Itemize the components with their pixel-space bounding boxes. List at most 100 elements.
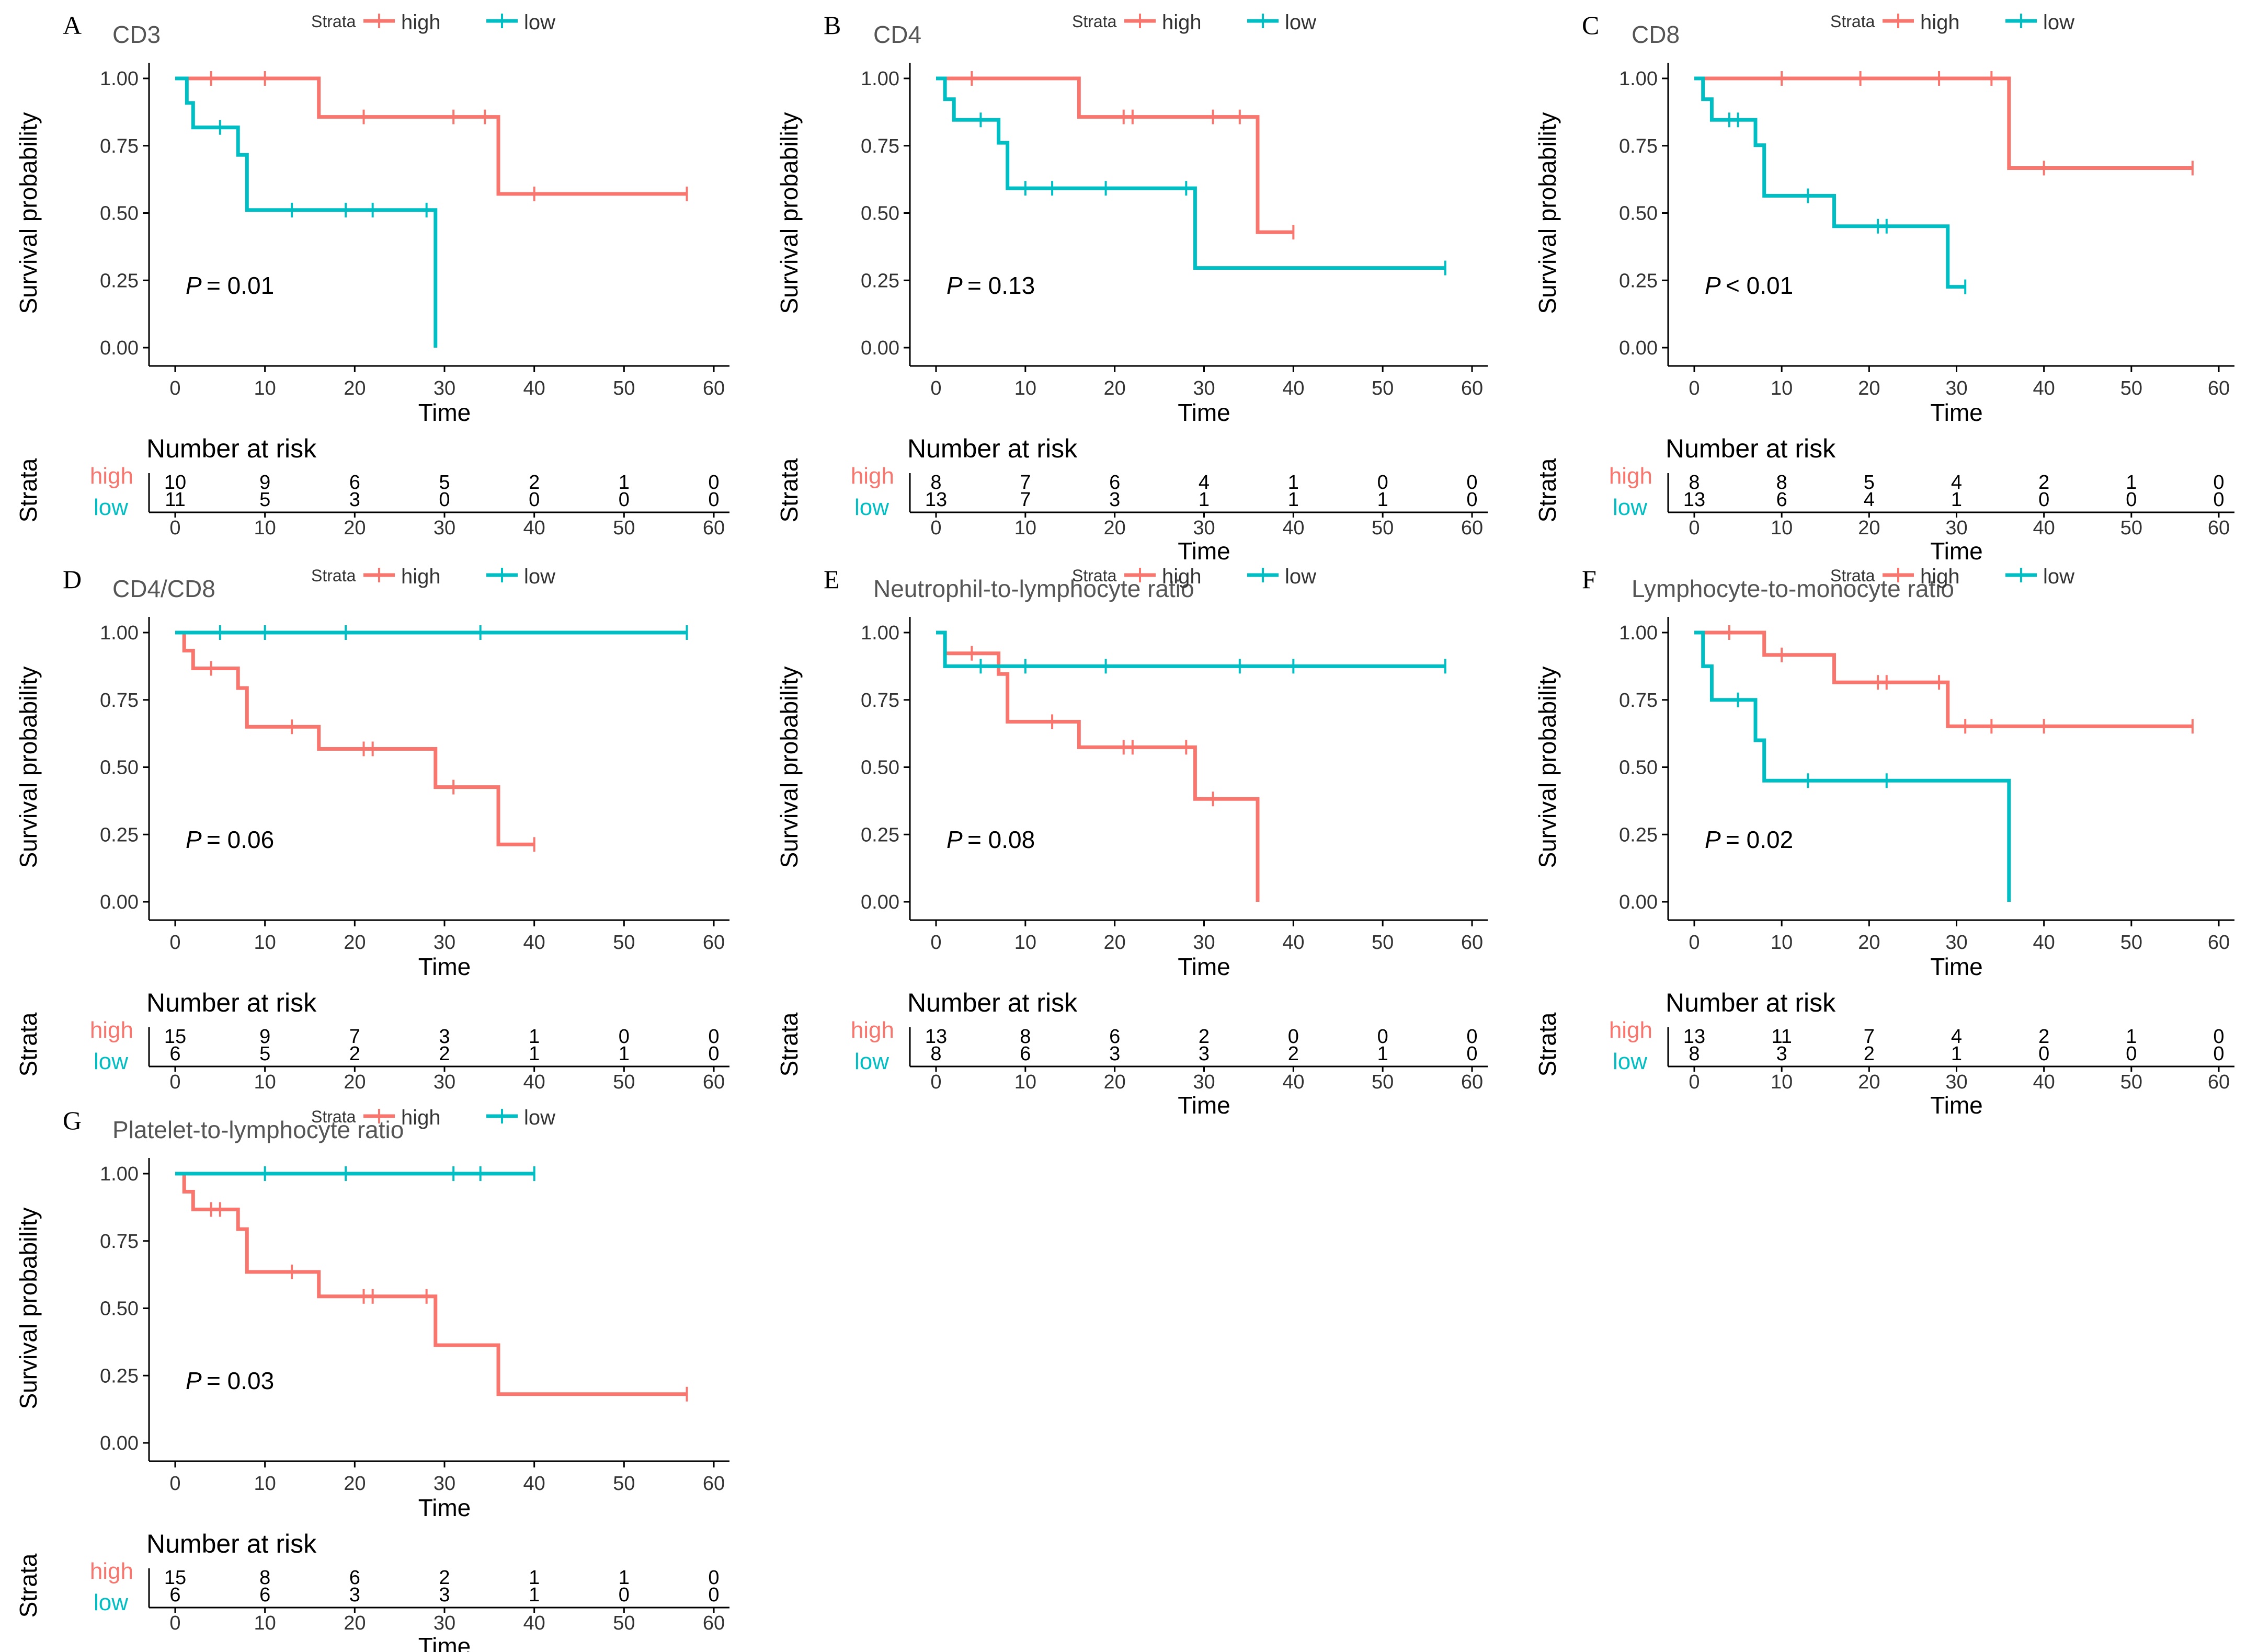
- risk-count-high: 0: [708, 472, 719, 494]
- x-axis-title: Time: [1178, 399, 1230, 426]
- legend: Strata high low: [311, 11, 555, 34]
- x-tick-label: 40: [523, 932, 545, 954]
- risk-x-tick-label: 40: [2033, 517, 2055, 539]
- y-axis-title: Survival probability: [776, 112, 803, 314]
- x-tick-label: 30: [1193, 377, 1215, 399]
- risk-count-high: 8: [1689, 472, 1700, 494]
- x-tick-label: 10: [254, 932, 276, 954]
- risk-x-tick-label: 60: [2208, 517, 2230, 539]
- risk-count-low: 3: [1109, 489, 1120, 511]
- risk-count-high: 4: [1199, 472, 1210, 494]
- legend-title: Strata: [311, 566, 356, 585]
- legend: Strata high low: [311, 565, 555, 588]
- panel-title: CD4/CD8: [112, 575, 215, 602]
- p-value-label: P: [186, 826, 202, 853]
- x-tick-label: 40: [2033, 377, 2055, 399]
- risk-count-high: 8: [930, 472, 941, 494]
- risk-count-high: 0: [1377, 1026, 1388, 1048]
- risk-strata-label: Strata: [1534, 458, 1561, 522]
- risk-label-high: high: [851, 463, 894, 489]
- x-tick-label: 30: [434, 1473, 455, 1495]
- legend-high-label: high: [1162, 565, 1202, 588]
- risk-count-low: 1: [1951, 1043, 1962, 1065]
- legend: Strata high low: [1830, 565, 2074, 588]
- risk-x-tick-label: 10: [1771, 517, 1793, 539]
- p-value-label: P: [186, 1367, 202, 1394]
- risk-count-low: 0: [2213, 489, 2224, 511]
- y-axis-title: Survival probability: [15, 666, 42, 868]
- risk-count-low: 0: [708, 489, 719, 511]
- y-tick-label: 0.25: [1619, 270, 1658, 292]
- legend: Strata high low: [1072, 565, 1316, 588]
- y-tick-label: 1.00: [1619, 622, 1658, 644]
- risk-x-tick-label: 60: [2208, 1071, 2230, 1093]
- risk-table-title: Number at risk: [907, 988, 1078, 1017]
- risk-x-tick-label: 50: [613, 517, 635, 539]
- risk-table-title: Number at risk: [1666, 988, 1836, 1017]
- legend-low-label: low: [524, 565, 555, 588]
- y-tick-label: 0.50: [100, 757, 139, 779]
- risk-count-high: 1: [619, 472, 630, 494]
- y-tick-label: 0.50: [100, 1298, 139, 1320]
- risk-strata-label: Strata: [1534, 1012, 1561, 1076]
- risk-x-tick-label: 20: [1858, 1071, 1880, 1093]
- risk-count-low: 2: [1288, 1043, 1299, 1065]
- risk-x-tick-label: 20: [344, 1612, 366, 1634]
- risk-count-low: 0: [2038, 1043, 2049, 1065]
- x-tick-label: 60: [703, 377, 725, 399]
- survival-curve-high: [1694, 630, 2193, 728]
- p-value: P = 0.03: [186, 1367, 274, 1394]
- legend: Strata high low: [1072, 11, 1316, 34]
- risk-x-tick-label: 10: [254, 1612, 276, 1634]
- y-tick-label: 1.00: [100, 622, 139, 644]
- y-tick-label: 0.25: [861, 824, 899, 846]
- risk-x-tick-label: 40: [523, 1071, 545, 1093]
- x-tick-label: 30: [434, 932, 455, 954]
- risk-count-high: 15: [164, 1567, 186, 1589]
- x-tick-label: 60: [1461, 932, 1483, 954]
- risk-x-tick-label: 0: [169, 517, 180, 539]
- survival-curve-high: [936, 76, 1294, 234]
- x-tick-label: 40: [523, 1473, 545, 1495]
- risk-count-high: 0: [1288, 1026, 1299, 1048]
- risk-x-tick-label: 0: [930, 517, 941, 539]
- risk-label-low: low: [854, 1049, 889, 1074]
- risk-count-high: 0: [1466, 472, 1477, 494]
- risk-count-high: 15: [164, 1026, 186, 1048]
- risk-x-tick-label: 60: [1461, 517, 1483, 539]
- panel-letter: A: [63, 10, 82, 40]
- risk-count-low: 7: [1020, 489, 1031, 511]
- risk-count-high: 6: [1109, 472, 1120, 494]
- risk-label-high: high: [90, 1017, 133, 1043]
- x-tick-label: 60: [1461, 377, 1483, 399]
- risk-x-tick-label: 20: [1104, 517, 1126, 539]
- x-tick-label: 30: [1193, 932, 1215, 954]
- risk-count-high: 0: [708, 1567, 719, 1589]
- x-tick-label: 10: [1771, 377, 1793, 399]
- risk-count-low: 3: [439, 1584, 450, 1606]
- risk-count-low: 0: [2126, 1043, 2137, 1065]
- risk-x-tick-label: 30: [434, 1612, 455, 1634]
- x-tick-label: 0: [930, 377, 941, 399]
- y-tick-label: 0.50: [100, 203, 139, 225]
- risk-x-tick-label: 20: [1104, 1071, 1126, 1093]
- risk-count-low: 0: [1466, 1043, 1477, 1065]
- x-tick-label: 50: [1372, 377, 1394, 399]
- risk-strata-label: Strata: [15, 1553, 42, 1617]
- risk-strata-label: Strata: [15, 1012, 42, 1076]
- risk-count-low: 3: [349, 489, 360, 511]
- y-tick-label: 1.00: [1619, 68, 1658, 90]
- risk-x-tick-label: 50: [1372, 517, 1394, 539]
- p-value-text: = 0.06: [207, 826, 274, 853]
- p-value-text: = 0.03: [207, 1367, 274, 1394]
- risk-x-tick-label: 20: [344, 517, 366, 539]
- risk-count-low: 11: [165, 489, 185, 511]
- risk-x-tick-label: 0: [169, 1612, 180, 1634]
- risk-count-high: 8: [1020, 1026, 1031, 1048]
- risk-count-high: 1: [529, 1026, 540, 1048]
- risk-x-tick-label: 40: [523, 1612, 545, 1634]
